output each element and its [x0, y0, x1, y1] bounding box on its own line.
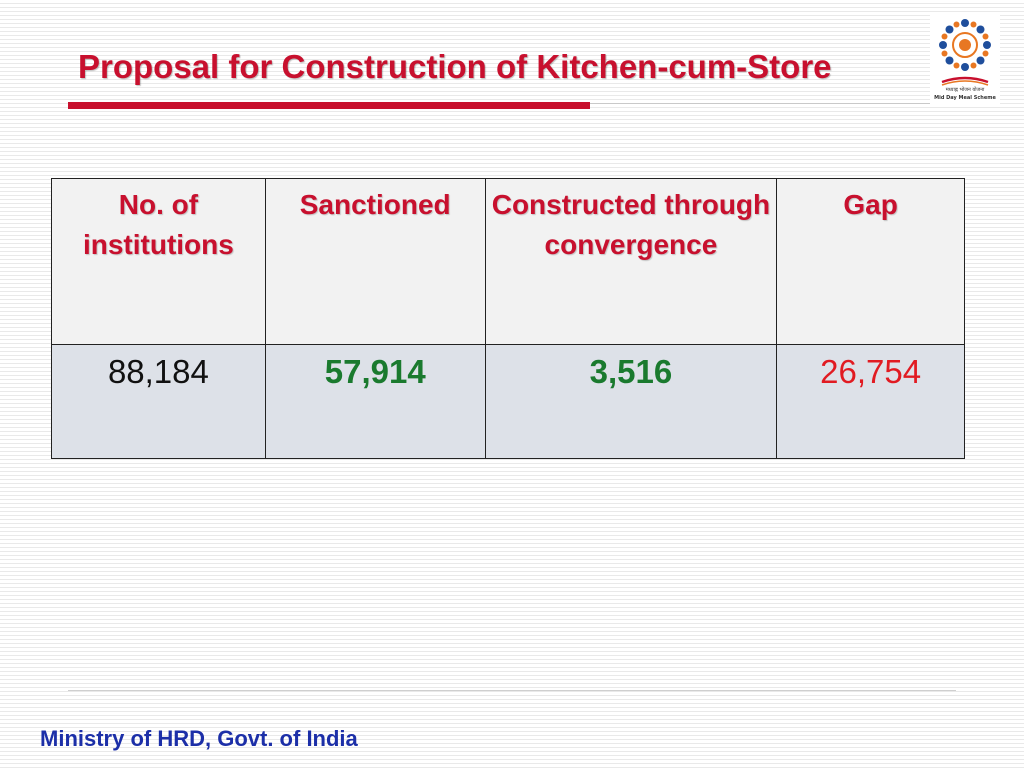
slide-title: Proposal for Construction of Kitchen-cum…	[78, 48, 832, 85]
footer-divider	[68, 690, 956, 691]
table-header-row: No. of institutions Sanctioned Construct…	[51, 178, 965, 345]
cell-gap: 26,754	[776, 344, 965, 459]
cell-constructed: 3,516	[484, 344, 778, 459]
title-underline	[68, 102, 590, 109]
cell-institutions: 88,184	[51, 344, 266, 459]
logo-text-hindi: मध्याह्न भोजन योजना	[945, 87, 985, 93]
header-sanctioned: Sanctioned	[264, 178, 486, 345]
title-underline-thin	[590, 103, 930, 104]
book-icon	[941, 76, 989, 86]
header-constructed: Constructed through convergence	[484, 178, 778, 345]
logo-text-english: Mid Day Meal Scheme	[934, 95, 996, 101]
table-row: 88,184 57,914 3,516 26,754	[51, 344, 965, 459]
header-institutions: No. of institutions	[51, 178, 266, 345]
footer-text: Ministry of HRD, Govt. of India	[40, 726, 358, 751]
mid-day-meal-emblem-icon	[939, 19, 991, 71]
cell-sanctioned: 57,914	[264, 344, 486, 459]
kitchen-store-table: No. of institutions Sanctioned Construct…	[51, 178, 965, 459]
header-gap: Gap	[776, 178, 965, 345]
mid-day-meal-logo: मध्याह्न भोजन योजना Mid Day Meal Scheme	[930, 14, 1000, 106]
